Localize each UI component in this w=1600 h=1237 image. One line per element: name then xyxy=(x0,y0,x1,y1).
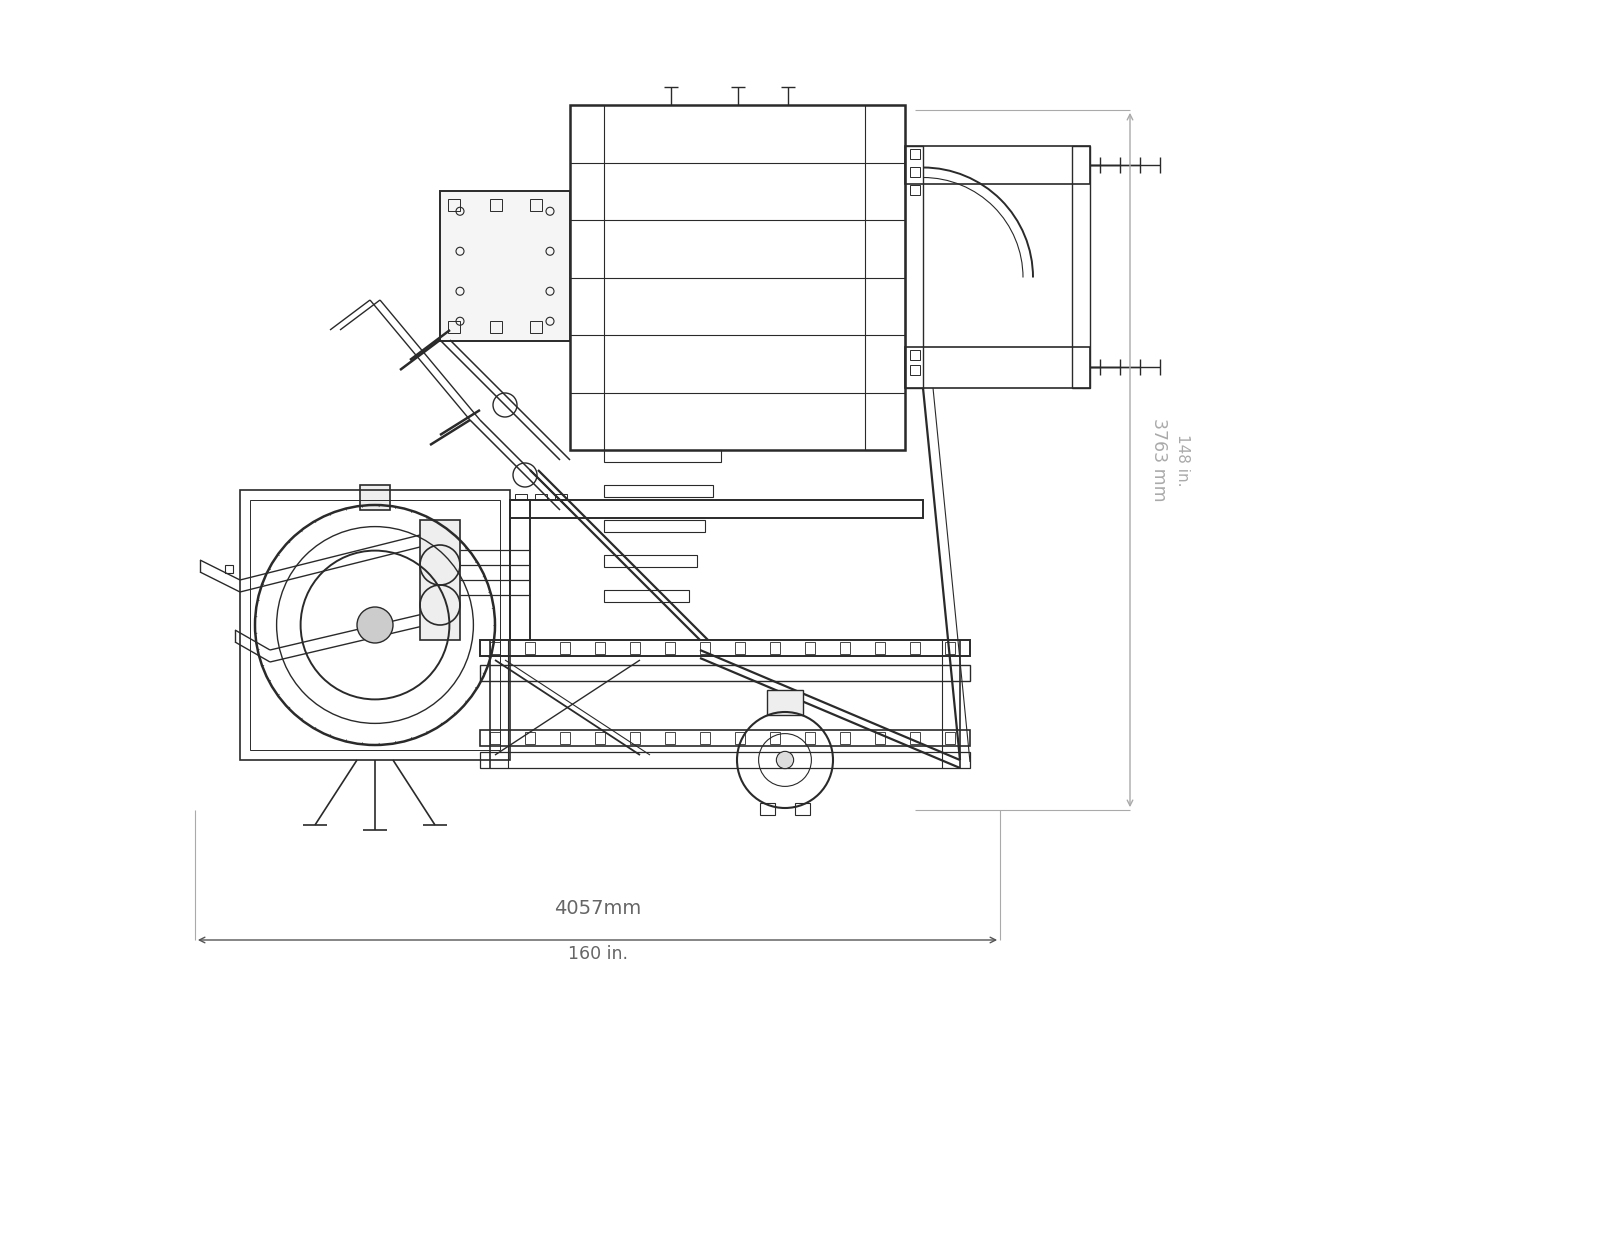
Bar xyxy=(760,803,774,815)
Bar xyxy=(360,485,390,510)
Bar xyxy=(226,565,234,573)
Bar xyxy=(766,690,803,715)
Bar xyxy=(555,494,566,500)
Bar xyxy=(534,494,547,500)
Bar xyxy=(1072,146,1090,388)
Bar xyxy=(910,167,920,177)
Bar xyxy=(946,642,955,654)
Bar xyxy=(910,732,920,743)
Bar xyxy=(530,199,542,212)
Bar xyxy=(240,490,510,760)
Bar xyxy=(864,105,906,450)
Bar xyxy=(666,732,675,743)
Text: 4057mm: 4057mm xyxy=(554,899,642,918)
Bar xyxy=(906,146,1090,184)
Bar xyxy=(701,732,710,743)
Bar xyxy=(515,494,526,500)
Bar xyxy=(250,500,499,750)
Bar xyxy=(603,520,704,532)
Bar xyxy=(770,732,781,743)
Bar xyxy=(525,732,534,743)
Bar xyxy=(560,732,570,743)
Bar xyxy=(805,642,814,654)
Bar xyxy=(480,730,970,746)
Text: 160 in.: 160 in. xyxy=(568,945,627,962)
Bar xyxy=(875,642,885,654)
Bar xyxy=(910,150,920,160)
Bar xyxy=(448,322,461,333)
Bar xyxy=(510,500,530,640)
Bar xyxy=(603,555,696,567)
Bar xyxy=(910,365,920,375)
Bar xyxy=(448,199,461,212)
Bar xyxy=(480,666,970,682)
Bar xyxy=(570,105,906,450)
Bar xyxy=(946,732,955,743)
Bar xyxy=(603,590,688,602)
Bar xyxy=(530,322,542,333)
Bar xyxy=(480,752,970,768)
Text: 148 in.: 148 in. xyxy=(1174,434,1190,486)
Bar xyxy=(795,803,810,815)
Bar xyxy=(875,732,885,743)
Circle shape xyxy=(357,607,394,643)
Bar xyxy=(910,642,920,654)
Bar xyxy=(701,642,710,654)
Bar xyxy=(906,346,1090,388)
Bar xyxy=(734,732,746,743)
Bar xyxy=(490,642,499,654)
Bar xyxy=(910,350,920,360)
Bar xyxy=(525,642,534,654)
Circle shape xyxy=(776,751,794,768)
Bar xyxy=(906,146,923,388)
Bar xyxy=(603,450,720,461)
Bar xyxy=(630,732,640,743)
Text: 3763 mm: 3763 mm xyxy=(1150,418,1168,502)
Bar xyxy=(560,642,570,654)
Bar xyxy=(490,199,502,212)
Bar xyxy=(770,642,781,654)
Bar xyxy=(419,520,461,640)
Bar xyxy=(595,642,605,654)
Bar xyxy=(630,642,640,654)
Bar xyxy=(595,732,605,743)
Bar xyxy=(734,642,746,654)
Bar xyxy=(490,322,502,333)
Bar xyxy=(840,732,850,743)
Bar xyxy=(490,732,499,743)
Bar xyxy=(840,642,850,654)
Bar xyxy=(480,640,970,656)
Bar xyxy=(910,186,920,195)
Bar xyxy=(570,105,603,450)
Bar xyxy=(603,485,712,497)
Bar xyxy=(510,500,923,518)
Bar xyxy=(666,642,675,654)
Bar xyxy=(805,732,814,743)
Bar xyxy=(440,192,570,341)
